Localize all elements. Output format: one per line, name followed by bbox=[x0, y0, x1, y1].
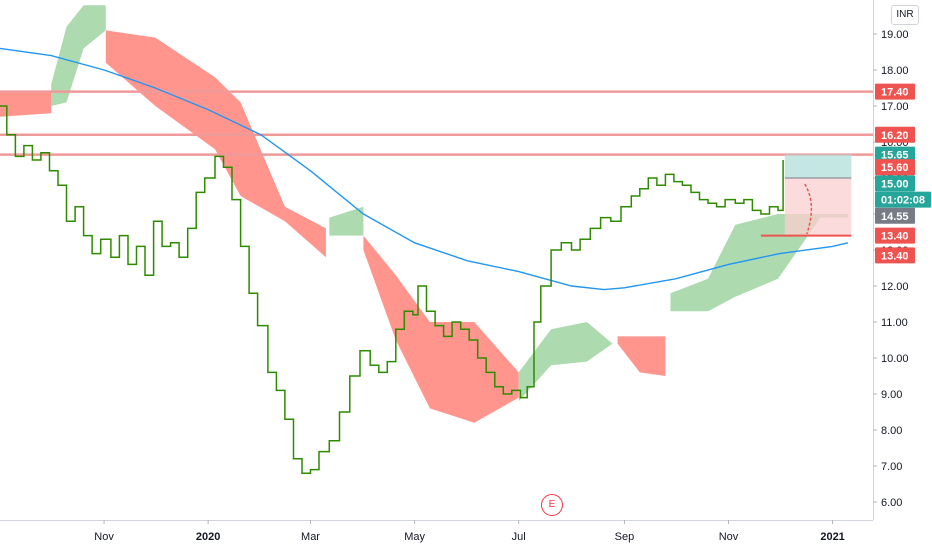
price-series bbox=[0, 105, 784, 474]
y-tick-label: 12.00 bbox=[881, 281, 909, 293]
price-badge bbox=[875, 175, 915, 192]
price-badge bbox=[875, 83, 915, 100]
price-badge-label: 17.40 bbox=[881, 87, 909, 99]
position-tool[interactable] bbox=[760, 154, 852, 237]
price-badge bbox=[875, 247, 915, 264]
price-badge bbox=[875, 227, 915, 244]
x-axis[interactable]: Nov 2020 Mar May Jul Sep Nov 2021 bbox=[94, 520, 845, 543]
cloud-bull-7 bbox=[670, 214, 848, 312]
x-tick-label: May bbox=[404, 531, 425, 543]
price-badge bbox=[875, 146, 915, 163]
ma-line bbox=[0, 47, 849, 291]
price-badge-label: 13.40 bbox=[881, 250, 909, 262]
price-badge-label: 15.00 bbox=[881, 178, 909, 190]
moving-average bbox=[0, 47, 849, 291]
cloud-bear-2 bbox=[105, 30, 326, 258]
horizontal-levels bbox=[0, 90, 873, 156]
ichimoku-cloud bbox=[0, 5, 848, 423]
cloud-bear-6 bbox=[617, 336, 666, 376]
y-tick-label: 9.00 bbox=[881, 389, 902, 401]
x-tick-label: 2020 bbox=[196, 531, 220, 543]
price-badge-label: 15.60 bbox=[881, 162, 909, 174]
y-tick-label: 8.00 bbox=[881, 425, 902, 437]
target-zone bbox=[784, 154, 852, 178]
cloud-bull-0 bbox=[51, 5, 106, 107]
price-badge-label: 15.65 bbox=[881, 150, 909, 162]
y-tick-label: 6.00 bbox=[881, 497, 902, 509]
cloud-bull-5 bbox=[518, 322, 613, 402]
currency-label[interactable]: INR bbox=[891, 5, 919, 25]
price-badge-label: 16.20 bbox=[881, 130, 909, 142]
x-tick-label: Mar bbox=[301, 531, 320, 543]
y-tick-label: 11.00 bbox=[881, 317, 908, 329]
y-axis[interactable]: 19.0018.0017.0016.0015.0014.0013.0012.00… bbox=[873, 29, 909, 509]
cloud-bear-4 bbox=[363, 235, 519, 423]
stop-zone bbox=[784, 178, 852, 236]
y-tick-label: 17.00 bbox=[881, 101, 909, 113]
cloud-bull-3 bbox=[329, 206, 364, 236]
earnings-marker[interactable]: E bbox=[541, 494, 563, 516]
price-badge-label: 13.40 bbox=[881, 231, 909, 243]
x-tick-label: Sep bbox=[615, 531, 635, 543]
y-tick-label: 10.00 bbox=[881, 353, 909, 365]
price-badge bbox=[875, 191, 931, 208]
projection-arrow bbox=[804, 183, 813, 235]
price-line bbox=[0, 105, 784, 474]
price-badge bbox=[875, 207, 915, 224]
cloud-bear-1 bbox=[0, 91, 52, 117]
price-badge bbox=[875, 126, 915, 143]
y-tick-label: 19.00 bbox=[881, 29, 909, 41]
price-badge-label: 01:02:08 bbox=[881, 195, 925, 207]
price-badge bbox=[875, 159, 915, 176]
x-tick-label: Jul bbox=[512, 531, 526, 543]
x-tick-label: 2021 bbox=[820, 531, 844, 543]
price-badge-label: 14.55 bbox=[881, 211, 909, 223]
x-tick-label: Nov bbox=[719, 531, 739, 543]
y-tick-label: 18.00 bbox=[881, 65, 909, 77]
y-tick-label: 7.00 bbox=[881, 461, 902, 473]
x-tick-label: Nov bbox=[94, 531, 114, 543]
